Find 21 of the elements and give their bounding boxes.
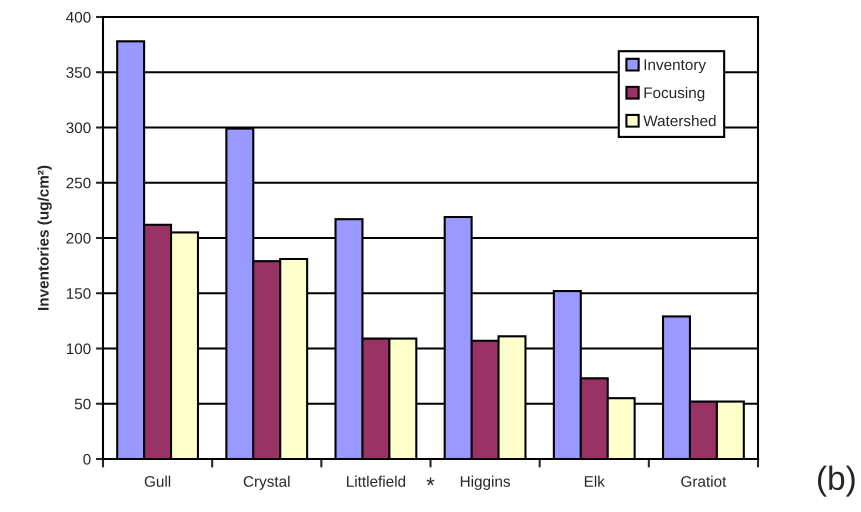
y-tick-label: 100 <box>66 343 91 354</box>
y-tick-label: 400 <box>66 12 91 23</box>
y-tick-label: 200 <box>66 232 91 244</box>
x-tick-label: Littlefield <box>347 476 406 487</box>
x-tick-label: Higgins <box>460 476 510 490</box>
y-tick-label: 150 <box>66 288 91 299</box>
legend-label: Inventory <box>644 59 706 74</box>
y-tick-label: 0 <box>83 454 91 465</box>
y-tick-label: 50 <box>74 398 91 410</box>
text: (b) <box>818 466 855 497</box>
y-tick-label: 300 <box>66 122 91 134</box>
text: * <box>426 477 434 486</box>
x-tick-label: Crystal <box>244 476 290 490</box>
legend-label: Watershed <box>643 115 716 126</box>
x-tick-label: Gull <box>144 476 170 487</box>
y-tick-label: 350 <box>66 67 91 78</box>
legend-label: Focusing <box>644 86 704 102</box>
y-tick-label: 250 <box>66 178 91 188</box>
x-tick-label: Elk <box>584 476 605 487</box>
y-axis-title: Inventories (ug/cm²) <box>38 166 52 310</box>
x-tick-label: Gratiot <box>681 476 726 487</box>
